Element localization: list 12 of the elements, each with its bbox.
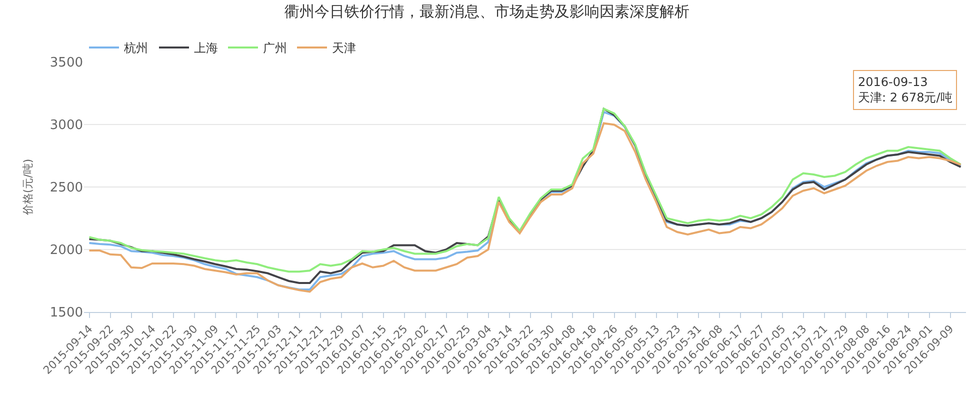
y-axis-title: 价格(元/吨): [22, 158, 35, 216]
annotation: 2016-09-13 天津: 2 678元/吨: [858, 75, 952, 105]
y-tick-label: 2500: [50, 180, 83, 196]
legend-label: 广州: [263, 41, 287, 56]
legend-label: 上海: [194, 41, 218, 56]
legend-label: 天津: [332, 41, 356, 56]
y-tick-label: 3500: [50, 56, 83, 71]
legend-label: 杭州: [123, 41, 148, 56]
y-tick-label: 2000: [50, 243, 83, 258]
y-tick-label: 3000: [50, 118, 83, 134]
chart-title: 衢州今日铁价行情，最新消息、市场走势及影响因素深度解析: [284, 2, 690, 20]
y-tick-label: 1500: [50, 306, 83, 321]
